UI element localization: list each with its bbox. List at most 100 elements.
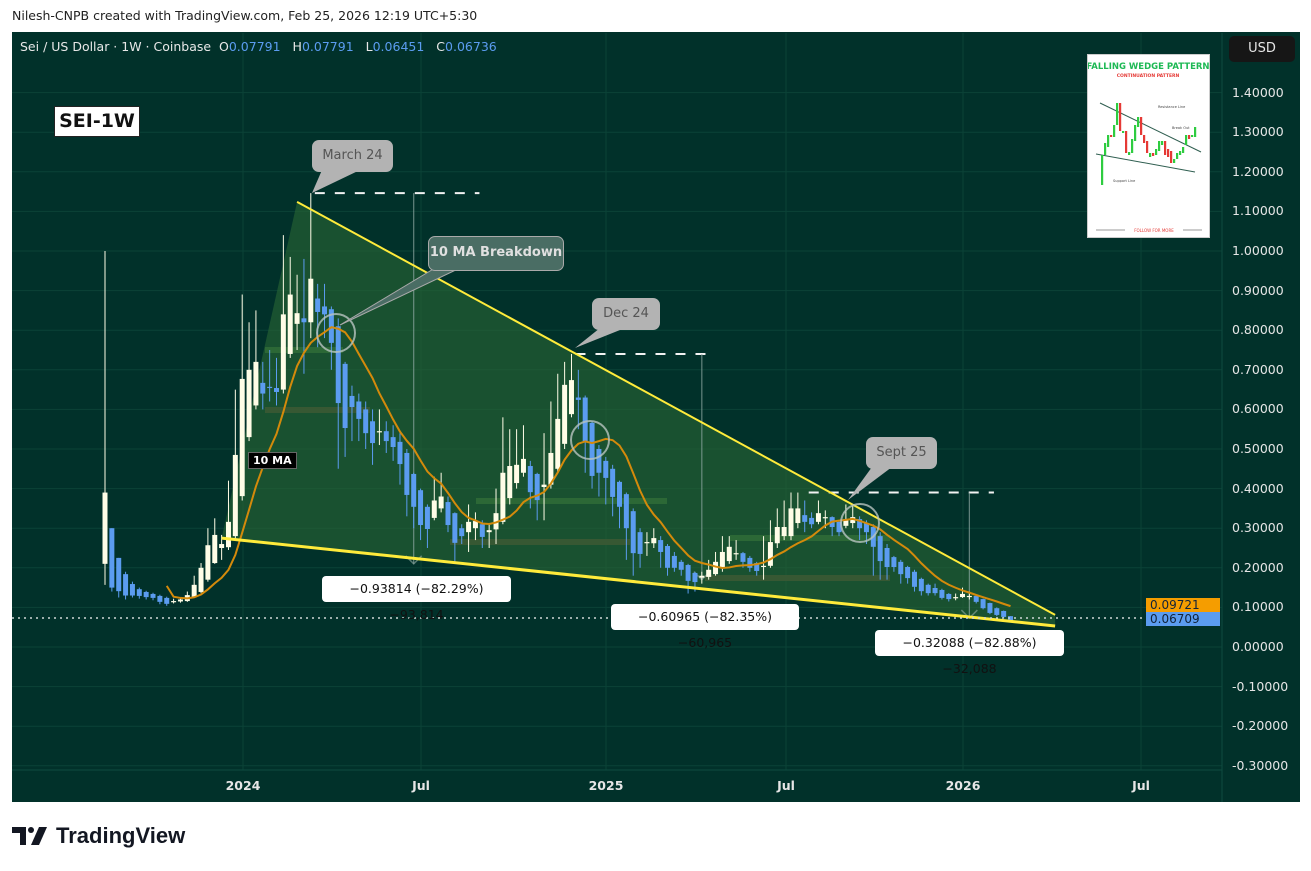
inset-candle [1176, 153, 1179, 159]
candle [500, 417, 506, 525]
candle [280, 235, 286, 394]
candle [116, 557, 122, 598]
candle-body [472, 521, 478, 529]
candle-body [301, 318, 307, 323]
candle [212, 518, 218, 564]
inset-breakout-label: Break Out [1172, 126, 1190, 130]
candles [102, 193, 1014, 622]
support-trendline[interactable] [221, 536, 1056, 628]
price-tick-label: 0.80000 [1232, 322, 1284, 338]
candle [198, 563, 204, 594]
measurement-label: −0.93814 (−82.29%) −93,814 [322, 576, 511, 622]
candle-body [966, 595, 972, 598]
inset-candle [1140, 117, 1143, 135]
inset-candle [1131, 139, 1134, 153]
candle-body [568, 380, 574, 415]
measurement-label: −0.60965 (−82.35%) −60,965 [611, 604, 799, 650]
candle-body [411, 473, 417, 507]
candle [809, 512, 815, 529]
inset-candle [1104, 143, 1107, 155]
candle-body [356, 401, 362, 419]
candle [424, 504, 430, 548]
candle [960, 587, 965, 598]
candle [994, 607, 1000, 617]
candle-body [109, 528, 115, 588]
price-tick-label: 1.10000 [1232, 203, 1284, 219]
candle [322, 283, 328, 339]
chart-label: SEI-1W [54, 106, 140, 137]
inset-candle [1149, 153, 1152, 157]
resistance-trendline[interactable] [296, 201, 1056, 616]
candle [685, 563, 691, 594]
candle [150, 592, 156, 601]
candle-body [486, 530, 492, 533]
candle [294, 274, 300, 350]
inset-candle [1194, 127, 1197, 137]
candle [665, 544, 671, 576]
candle-body [397, 441, 403, 465]
callout-pointers [312, 170, 892, 500]
candle [795, 492, 801, 529]
candle [932, 583, 938, 596]
candle-body [541, 484, 547, 488]
inset-candle [1134, 125, 1137, 141]
candle [774, 508, 780, 548]
candle [383, 421, 389, 453]
candle-body [1001, 610, 1007, 617]
candle [459, 524, 465, 545]
high-label: H [292, 39, 302, 54]
candle-body [520, 458, 526, 473]
candle-body [939, 589, 945, 598]
candle-body [706, 569, 712, 577]
candle [184, 591, 190, 602]
candle [987, 602, 993, 615]
open-label: O [219, 39, 229, 54]
symbol-legend[interactable]: Sei / US Dollar · 1W · Coinbase O0.07791… [20, 39, 505, 54]
candle [418, 488, 424, 541]
candle-body [850, 517, 856, 524]
candle [143, 590, 149, 600]
candle-body [534, 473, 540, 501]
candle [328, 306, 334, 370]
candle [925, 583, 931, 596]
candle [719, 536, 725, 572]
currency-button[interactable]: USD [1229, 36, 1295, 62]
candle-body [225, 521, 231, 548]
close-label: C [436, 39, 446, 54]
candle-body [857, 519, 863, 529]
low-label: L [365, 39, 373, 54]
candle-body [493, 513, 499, 530]
candle [411, 472, 417, 529]
candle-body [747, 557, 753, 568]
candle-body [239, 378, 245, 497]
candle [946, 593, 952, 602]
inset-candle [1155, 149, 1158, 155]
candle-body [328, 309, 334, 343]
candle [850, 504, 856, 529]
inset-title: FALLING WEDGE PATTERN [1088, 62, 1209, 72]
inset-candle [1152, 153, 1155, 156]
candle-body [932, 587, 938, 594]
callout-sept-25: Sept 25 [866, 437, 937, 469]
high-value: 0.07791 [301, 39, 354, 54]
candle-body [733, 553, 739, 555]
candle [274, 357, 279, 406]
candle-body [891, 557, 897, 568]
candle [671, 551, 677, 572]
candle-body [253, 361, 259, 406]
candle [267, 350, 273, 402]
candle [891, 555, 897, 572]
inset-candle [1164, 141, 1167, 155]
candle-body [953, 597, 959, 599]
price-tick-label: 0.20000 [1232, 559, 1284, 575]
candle [431, 476, 437, 521]
candle-body [754, 563, 760, 571]
tradingview-logo[interactable]: TradingView [12, 823, 185, 849]
candle [905, 565, 911, 584]
candle-body [438, 496, 444, 509]
candle-body [809, 517, 815, 525]
candle-body [802, 515, 808, 522]
price-tick-label: -0.20000 [1232, 718, 1289, 734]
time-tick-label: Jul [412, 778, 430, 793]
